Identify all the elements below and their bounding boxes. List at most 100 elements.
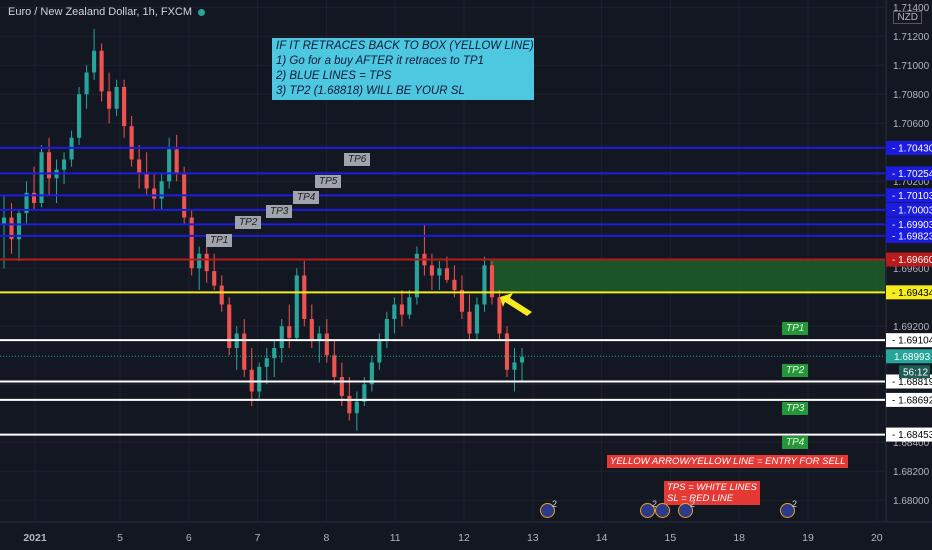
y-tick-label: 1.71200 xyxy=(893,32,930,43)
candle-body xyxy=(92,50,97,73)
entry-zone-rect xyxy=(490,259,885,293)
candle-body xyxy=(444,268,449,280)
candle-body xyxy=(414,253,419,298)
candle-body xyxy=(107,91,112,109)
candle-body xyxy=(77,94,82,138)
note-line: 3) TP2 (1.68818) WILL BE YOUR SL xyxy=(276,85,465,97)
white-tp-line-tag-text: - 1.68453 xyxy=(892,430,932,441)
blue-tp-line-tag xyxy=(886,217,932,232)
candle-body xyxy=(519,356,525,363)
arrow-shape xyxy=(500,293,532,316)
x-tick-label: 15 xyxy=(665,532,677,544)
x-tick-label: 8 xyxy=(323,532,329,544)
tp-label-sell: TP2 xyxy=(782,364,809,377)
x-tick-label: 2021 xyxy=(23,532,47,544)
blue-tp-line-tag-text: - 1.70003 xyxy=(892,205,932,216)
candle-body xyxy=(497,297,502,334)
symbol-title: Euro / New Zealand Dollar, 1h, FXCM xyxy=(8,6,206,18)
candle-body xyxy=(167,149,172,182)
y-tick-label: 1.69200 xyxy=(893,322,930,333)
blue-tp-line-tag xyxy=(886,140,932,155)
price-levels xyxy=(0,146,885,436)
y-tick-label: 1.70200 xyxy=(893,177,930,188)
candle-body xyxy=(347,395,352,414)
economic-event-icon[interactable]: 2 xyxy=(678,499,695,518)
candle-body xyxy=(467,311,472,334)
tp-label-sell: TP3 xyxy=(782,402,809,415)
white-tp-line-tag-text: - 1.69104 xyxy=(892,336,932,347)
economic-event-icon[interactable] xyxy=(655,503,670,518)
legend-red: SL = RED LINE xyxy=(667,493,734,504)
candle-body xyxy=(137,159,142,174)
yellow-entry-line-tag-text: - 1.69434 xyxy=(892,288,932,299)
yellow-entry-line-tag xyxy=(886,285,932,300)
candle-body xyxy=(452,279,457,290)
entry-arrow-icon xyxy=(500,293,532,316)
candle-body xyxy=(309,319,314,341)
entry-zone xyxy=(490,259,885,293)
candle-body xyxy=(242,333,247,370)
candle-body xyxy=(152,188,157,199)
y-tick-label: 1.71000 xyxy=(893,61,930,72)
candle-body xyxy=(144,174,149,189)
blue-tp-line-tag-text: - 1.69903 xyxy=(892,220,932,231)
candle-body xyxy=(31,192,37,203)
candle-body xyxy=(384,319,389,341)
candle-body xyxy=(459,290,465,312)
candle-body xyxy=(9,217,14,240)
note-line: 1) Go for a buy AFTER it retraces to TP1 xyxy=(276,55,484,67)
candle-body xyxy=(16,213,22,240)
countdown-tag xyxy=(899,365,930,379)
candle-body xyxy=(99,50,104,92)
candle-body xyxy=(61,159,67,170)
white-tp-line-tag-text: - 1.68692 xyxy=(892,395,932,406)
candle-body xyxy=(24,192,29,214)
y-tick-label: 1.68000 xyxy=(893,496,930,507)
candle-body xyxy=(46,152,52,179)
candle-body xyxy=(429,265,434,276)
currency-badge[interactable]: NZD xyxy=(893,11,922,24)
tp-label-sell: TP4 xyxy=(782,436,809,449)
economic-event-icon[interactable]: 2 xyxy=(780,499,797,518)
blue-tp-line-tag-text: - 1.70254 xyxy=(892,169,932,180)
white-tp-line-tag xyxy=(886,392,932,407)
candle-body xyxy=(512,362,517,370)
economic-event-icon[interactable]: 2 xyxy=(540,499,557,518)
tp-label-buy: TP4 xyxy=(293,191,320,204)
candle-body xyxy=(204,253,209,272)
candle-body xyxy=(1,217,7,225)
candle-body xyxy=(219,285,224,305)
x-tick-label: 7 xyxy=(255,532,261,544)
economic-event-icon[interactable]: 2 xyxy=(640,499,657,518)
white-tp-line-tag xyxy=(886,427,932,442)
x-tick-label: 20 xyxy=(871,532,883,544)
y-tick-label: 1.70600 xyxy=(893,119,930,130)
note-line: 2) BLUE LINES = TPS xyxy=(276,70,392,82)
price-axis-tags: - 1.70430 - 1.70254 - 1.70103 - 1.70003 - 1.… xyxy=(886,140,932,442)
x-tick-label: 18 xyxy=(733,532,745,544)
candle-body xyxy=(437,268,442,276)
candle-body xyxy=(39,152,44,203)
tp-label-buy: TP5 xyxy=(315,175,342,188)
candle-body xyxy=(122,87,127,127)
candle-body xyxy=(482,265,487,305)
candle-body xyxy=(272,348,277,359)
candle-body xyxy=(129,126,134,160)
tp-label-buy: TP6 xyxy=(344,153,371,166)
candle-body xyxy=(114,87,119,109)
candle-body xyxy=(189,217,194,269)
countdown-text: 56:12 xyxy=(903,367,928,378)
candle-body xyxy=(159,181,164,199)
candle-body xyxy=(324,333,329,356)
y-tick-label: 1.68200 xyxy=(893,467,930,478)
candle-body xyxy=(227,304,232,348)
x-tick-label: 19 xyxy=(802,532,814,544)
blue-tp-line-tag-text: - 1.70430 xyxy=(892,143,932,154)
candle-body xyxy=(264,358,269,367)
candle-body xyxy=(474,304,480,334)
candle-body xyxy=(362,384,367,402)
candle-body xyxy=(377,340,382,363)
y-tick-label: 1.69600 xyxy=(893,264,930,275)
